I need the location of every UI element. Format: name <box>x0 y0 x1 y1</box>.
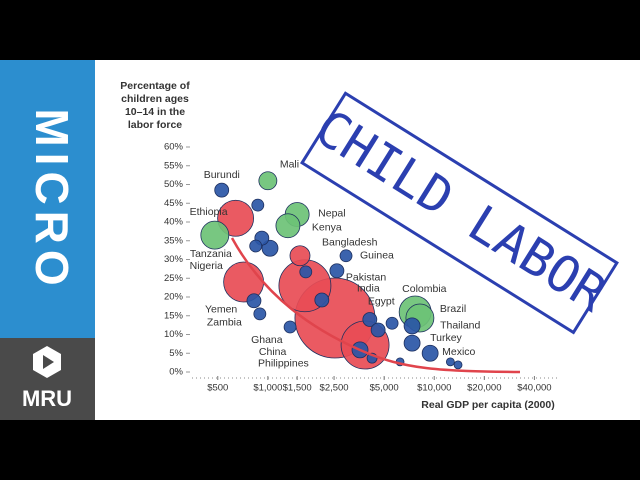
bubble <box>299 265 313 279</box>
y-tick-label: 45% <box>164 198 184 209</box>
y-tick-label: 30% <box>164 254 184 265</box>
point-label: Thailand <box>440 320 480 332</box>
point-label: Turkey <box>430 332 462 344</box>
logo-play <box>43 355 54 369</box>
y-tick-label: 35% <box>164 235 184 246</box>
y-tick-label: 60% <box>164 142 184 153</box>
bubble <box>261 239 279 257</box>
x-tick-label: $40,000 <box>517 383 551 394</box>
x-axis-label: Real GDP per capita (2000) <box>421 399 554 411</box>
y-tick-label: 5% <box>169 348 183 359</box>
point-label: Ethiopia <box>190 206 228 218</box>
frame-background <box>0 60 640 420</box>
bubble <box>251 198 265 212</box>
y-tick-label: 50% <box>164 179 184 190</box>
bubble <box>403 334 421 352</box>
bubble <box>200 220 230 250</box>
point-label: China <box>259 346 287 358</box>
bubble <box>329 263 345 279</box>
y-tick-label: 25% <box>164 273 184 284</box>
y-axis-label-line: Percentage of <box>120 80 190 92</box>
point-label: Nigeria <box>190 260 223 272</box>
bubble <box>403 317 421 335</box>
x-tick-label: $5,000 <box>370 383 399 394</box>
x-tick-label: $500 <box>207 383 228 394</box>
bubble <box>258 171 278 191</box>
point-label: Philippines <box>258 358 309 370</box>
x-tick-label: $1,500 <box>283 383 312 394</box>
bubble <box>445 357 455 367</box>
point-label: Pakistan <box>346 272 386 284</box>
point-label: Colombia <box>402 283 447 295</box>
bubble <box>249 239 263 253</box>
point-label: Egypt <box>368 295 395 307</box>
point-label: Tanzania <box>190 248 232 260</box>
point-label: Bangladesh <box>322 237 378 249</box>
point-label: Zambia <box>207 317 242 329</box>
y-axis-label-line: 10–14 in the <box>125 106 185 118</box>
point-label: Mexico <box>442 346 475 358</box>
bubble <box>453 360 463 370</box>
y-tick-label: 40% <box>164 217 184 228</box>
bubble <box>421 344 439 362</box>
bubble <box>214 182 230 198</box>
y-tick-label: 0% <box>169 367 183 378</box>
sidebar-label: MICRO <box>26 108 78 291</box>
x-tick-label: $2,500 <box>320 383 349 394</box>
y-tick-label: 15% <box>164 310 184 321</box>
point-label: Ghana <box>251 334 283 346</box>
bubble <box>362 312 378 327</box>
point-label: Nepal <box>318 207 345 219</box>
y-tick-label: 20% <box>164 292 184 303</box>
y-axis-label-line: children ages <box>121 93 189 105</box>
bubble <box>246 293 262 309</box>
x-tick-label: $1,000 <box>253 383 282 394</box>
x-tick-label: $10,000 <box>417 383 451 394</box>
point-label: Burundi <box>204 169 240 181</box>
x-tick-label: $20,000 <box>467 383 501 394</box>
trend-curve <box>230 237 521 374</box>
point-label: Yemen <box>205 304 237 316</box>
bubble <box>275 213 301 239</box>
point-labels: Burundi Mali Ethiopia Nepal Kenya Tanzania Ban… <box>190 159 481 370</box>
y-tick-label: 10% <box>164 329 184 340</box>
bubble <box>314 292 330 308</box>
bubble <box>385 316 399 330</box>
point-label: Guinea <box>360 250 394 262</box>
bubble <box>289 245 311 267</box>
y-tick-label: 55% <box>164 160 184 171</box>
point-label: India <box>357 283 380 295</box>
logo-text: MRU <box>22 386 72 411</box>
point-label: Brazil <box>440 303 466 315</box>
bubble <box>253 307 267 321</box>
bubble <box>339 249 353 263</box>
point-label: Kenya <box>312 222 342 234</box>
sidebar <box>0 60 95 338</box>
y-axis-label-line: labor force <box>128 119 182 131</box>
bubble <box>283 320 297 334</box>
point-label: Mali <box>280 159 299 171</box>
stamp-box <box>299 91 619 335</box>
bubble <box>370 322 386 338</box>
